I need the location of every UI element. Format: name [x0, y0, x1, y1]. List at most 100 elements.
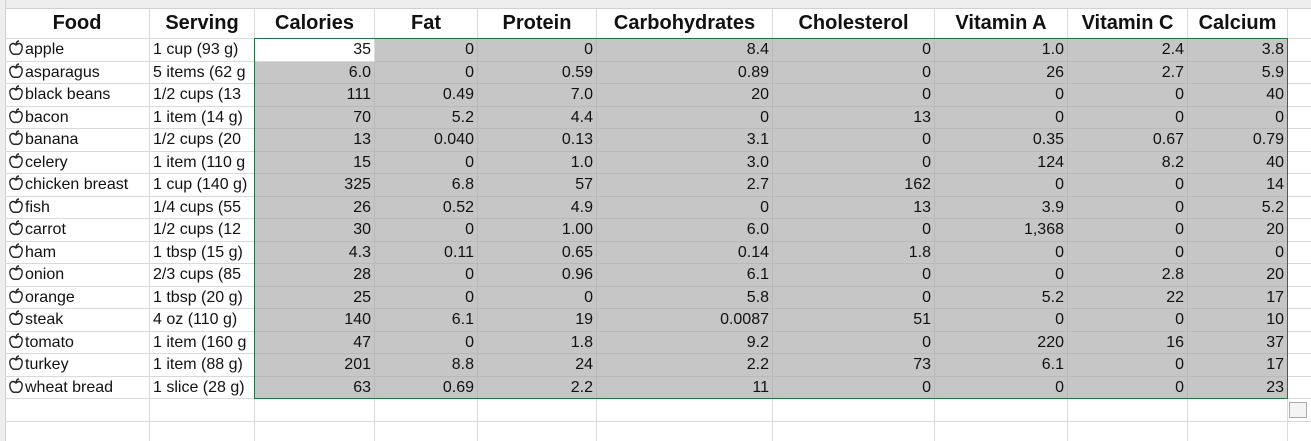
cell[interactable]: 1,368 — [935, 219, 1068, 242]
cell[interactable]: 0 — [1188, 106, 1288, 129]
cell[interactable]: 0.59 — [478, 61, 597, 84]
cell[interactable]: 0 — [1068, 84, 1188, 107]
cell[interactable]: 13 — [773, 106, 935, 129]
cell[interactable] — [773, 421, 935, 441]
cell[interactable] — [1068, 399, 1188, 422]
cell[interactable]: 0.79 — [1188, 129, 1288, 152]
cell[interactable]: 0 — [1068, 196, 1188, 219]
header-cell[interactable]: Protein — [478, 9, 597, 39]
header-cell[interactable]: Cholesterol — [773, 9, 935, 39]
cell[interactable]: 1.0 — [935, 39, 1068, 62]
cell[interactable] — [1188, 421, 1288, 441]
header-cell[interactable]: Vitamin A — [935, 9, 1068, 39]
cell[interactable]: 2.2 — [478, 376, 597, 399]
cell[interactable]: 0 — [935, 376, 1068, 399]
cell[interactable] — [375, 421, 478, 441]
cell[interactable]: black beans — [5, 84, 150, 107]
cell[interactable]: 1.8 — [478, 331, 597, 354]
cell[interactable]: 1 item (14 g) — [150, 106, 255, 129]
cell[interactable]: 0 — [773, 61, 935, 84]
cell[interactable]: banana — [5, 129, 150, 152]
cell[interactable]: 0.65 — [478, 241, 597, 264]
cell[interactable] — [255, 421, 375, 441]
cell[interactable]: 1 item (110 g — [150, 151, 255, 174]
cell[interactable]: 22 — [1068, 286, 1188, 309]
cell[interactable]: 1 cup (93 g) — [150, 39, 255, 62]
cell[interactable] — [5, 421, 150, 441]
cell[interactable]: 0 — [935, 174, 1068, 197]
cell[interactable]: 40 — [1188, 151, 1288, 174]
cell[interactable]: 14 — [1188, 174, 1288, 197]
cell[interactable]: 325 — [255, 174, 375, 197]
cell[interactable] — [150, 421, 255, 441]
cell[interactable]: bacon — [5, 106, 150, 129]
cell[interactable]: 5.2 — [375, 106, 478, 129]
header-cell[interactable]: Fat — [375, 9, 478, 39]
cell[interactable]: 28 — [255, 264, 375, 287]
cell[interactable] — [150, 399, 255, 422]
cell[interactable]: 57 — [478, 174, 597, 197]
cell[interactable]: 1/4 cups (55 — [150, 196, 255, 219]
cell[interactable]: 3.0 — [597, 151, 773, 174]
cell[interactable]: 1 tbsp (20 g) — [150, 286, 255, 309]
cell[interactable]: 1.0 — [478, 151, 597, 174]
cell[interactable]: 17 — [1188, 354, 1288, 377]
header-cell[interactable]: Vitamin C — [1068, 9, 1188, 39]
cell[interactable]: 11 — [597, 376, 773, 399]
cell[interactable]: 140 — [255, 309, 375, 332]
cell[interactable]: 0.69 — [375, 376, 478, 399]
cell[interactable]: 0 — [1188, 241, 1288, 264]
cell[interactable]: 0 — [1068, 309, 1188, 332]
cell[interactable]: 26 — [255, 196, 375, 219]
cell[interactable]: 19 — [478, 309, 597, 332]
cell[interactable]: 0 — [375, 61, 478, 84]
cell[interactable]: 0 — [773, 151, 935, 174]
cell[interactable]: 0 — [935, 106, 1068, 129]
cell[interactable]: 51 — [773, 309, 935, 332]
cell[interactable]: 37 — [1188, 331, 1288, 354]
cell[interactable]: 20 — [1188, 219, 1288, 242]
cell[interactable]: 0 — [773, 219, 935, 242]
cell[interactable]: 0 — [773, 39, 935, 62]
cell[interactable]: 0 — [375, 264, 478, 287]
cell[interactable]: 0 — [773, 331, 935, 354]
cell[interactable]: 1/2 cups (20 — [150, 129, 255, 152]
cell[interactable]: 15 — [255, 151, 375, 174]
cell[interactable] — [935, 421, 1068, 441]
cell[interactable]: 63 — [255, 376, 375, 399]
cell[interactable]: 1 cup (140 g) — [150, 174, 255, 197]
cell[interactable]: 1.8 — [773, 241, 935, 264]
cell[interactable]: asparagus — [5, 61, 150, 84]
cell[interactable]: 4.3 — [255, 241, 375, 264]
cell[interactable]: 6.1 — [375, 309, 478, 332]
cell[interactable]: 0 — [375, 39, 478, 62]
header-cell[interactable]: Calories — [255, 9, 375, 39]
cell[interactable] — [5, 399, 150, 422]
cell[interactable]: 1.00 — [478, 219, 597, 242]
cell[interactable]: 0.96 — [478, 264, 597, 287]
cell[interactable]: 2.7 — [1068, 61, 1188, 84]
cell[interactable]: 0.040 — [375, 129, 478, 152]
cell[interactable]: 124 — [935, 151, 1068, 174]
cell[interactable]: 23 — [1188, 376, 1288, 399]
cell[interactable] — [935, 399, 1068, 422]
cell[interactable]: 5 items (62 g — [150, 61, 255, 84]
cell[interactable]: 8.2 — [1068, 151, 1188, 174]
cell[interactable] — [597, 421, 773, 441]
paste-options[interactable] — [1289, 402, 1307, 418]
cell[interactable]: 0 — [773, 376, 935, 399]
cell[interactable]: 0 — [597, 196, 773, 219]
cell[interactable] — [1288, 62, 1311, 84]
cell[interactable]: 7.0 — [478, 84, 597, 107]
cell[interactable] — [1288, 219, 1311, 242]
cell[interactable] — [773, 399, 935, 422]
cell[interactable]: 25 — [255, 286, 375, 309]
cell[interactable]: 20 — [597, 84, 773, 107]
cell[interactable] — [255, 399, 375, 422]
cell[interactable] — [478, 421, 597, 441]
cell[interactable]: 0.67 — [1068, 129, 1188, 152]
cell[interactable] — [1288, 422, 1311, 441]
cell[interactable]: 13 — [255, 129, 375, 152]
cell[interactable]: 6.8 — [375, 174, 478, 197]
cell[interactable]: 1 tbsp (15 g) — [150, 241, 255, 264]
